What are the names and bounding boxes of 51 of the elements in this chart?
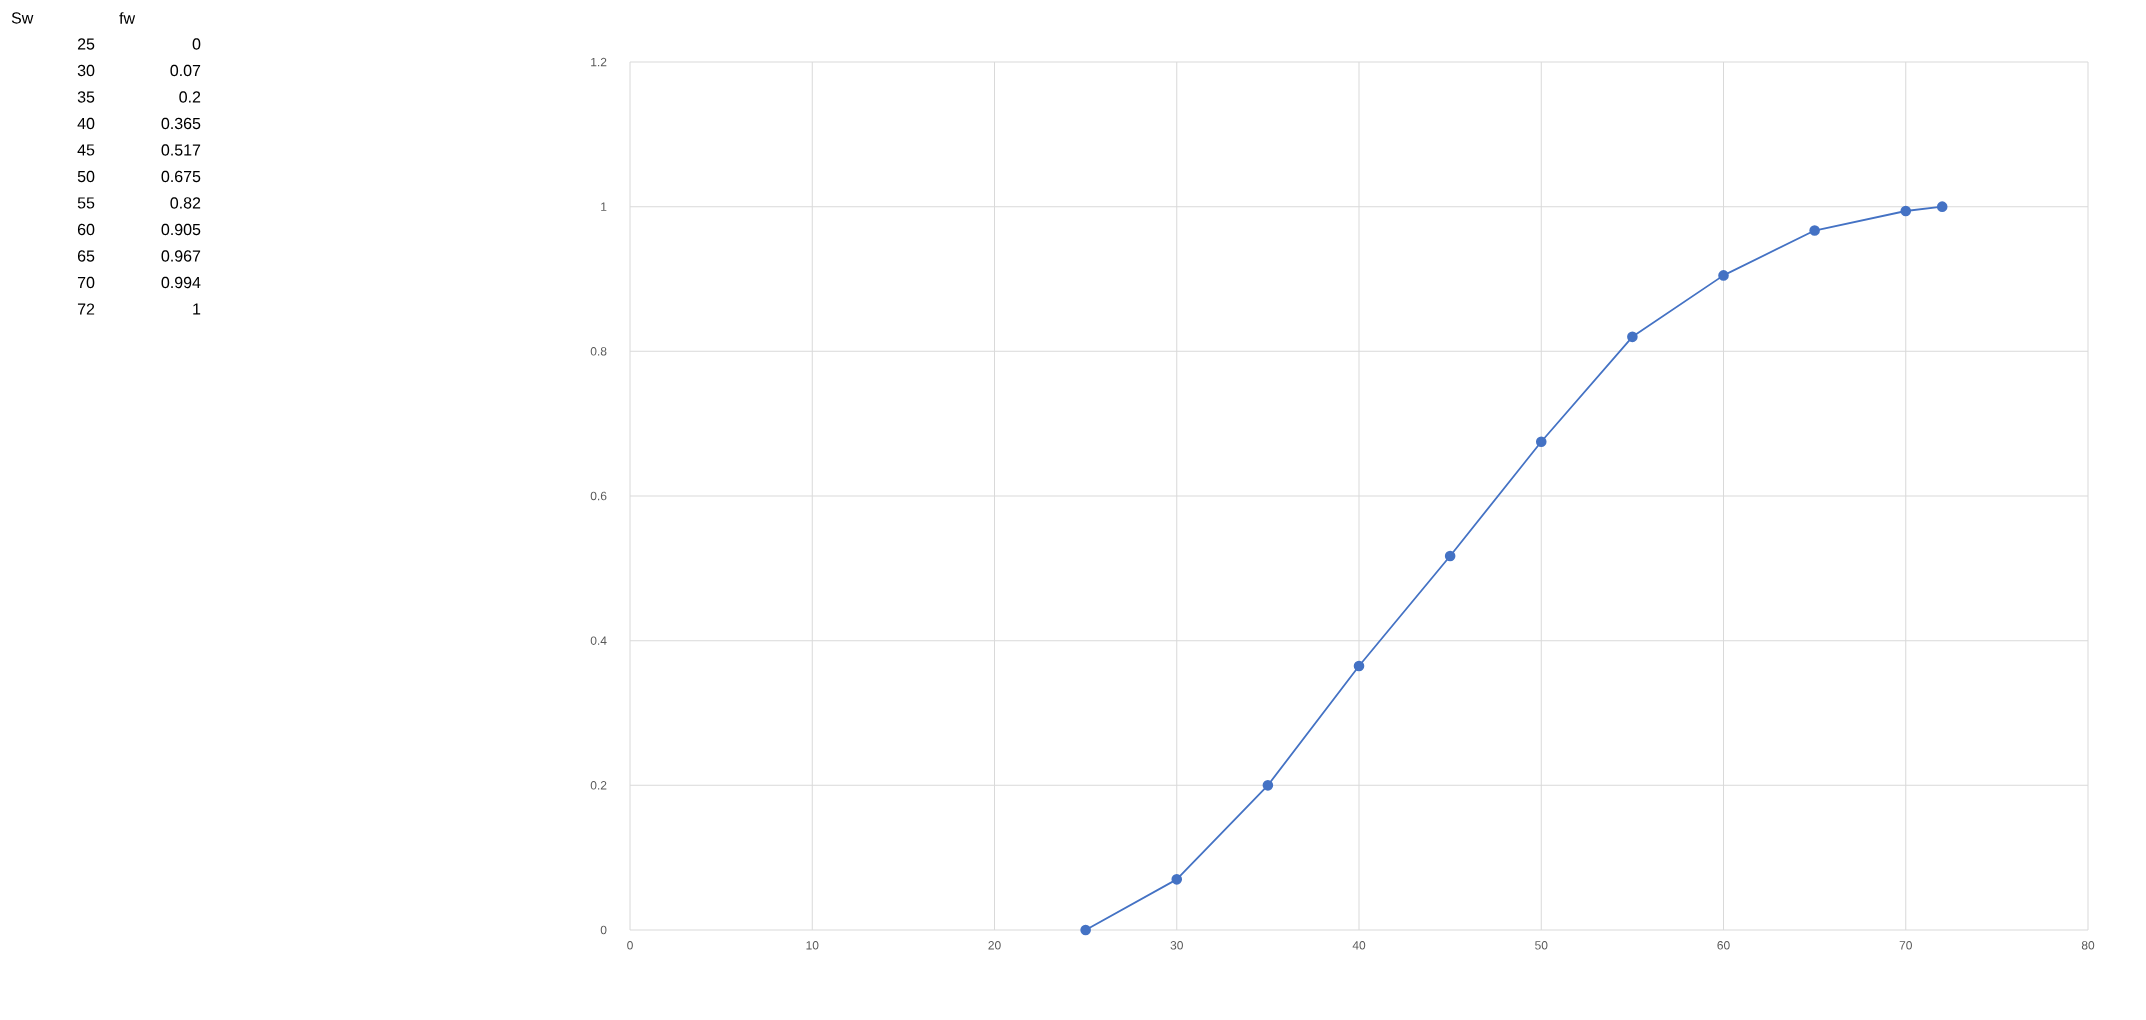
text: 70 [77,276,95,289]
y-tick-label: 1.2 [591,57,607,67]
point [1809,225,1820,236]
text: fw [119,12,136,24]
text: 0.2 [179,91,201,103]
text: 0 [192,38,201,50]
text: 0.07 [170,64,201,77]
text: 30 [77,64,95,77]
point [1171,874,1183,885]
point [1080,924,1091,936]
point [1627,331,1638,343]
text: 0.905 [161,223,201,236]
text: 0.675 [161,170,201,183]
text: 0.82 [170,197,201,209]
point [1535,436,1547,448]
x-tick-label: 20 [988,941,1001,950]
y-tick-label: 0.8 [590,347,607,356]
text: 35 [77,91,95,103]
x-tick-label: 60 [1717,941,1730,950]
point [1900,205,1912,217]
point [1718,270,1729,281]
text: 0.994 [161,276,201,289]
text: 0.517 [161,144,201,156]
x-tick-label: 0 [627,941,633,950]
point [1353,660,1365,672]
y-tick-label: 0.2 [590,781,607,790]
x-tick-label: 80 [2081,941,2095,950]
x-tick-label: 50 [1535,941,1548,950]
text: 50 [77,170,95,183]
x-tick-label: 70 [1899,941,1912,950]
point [1936,201,1948,212]
text: 65 [77,250,95,262]
text: 0.365 [161,117,201,130]
x-tick-label: 40 [1352,941,1366,950]
text: 0.967 [161,250,201,262]
text: Sw [11,12,34,24]
text: 40 [77,117,95,130]
y-tick-label: 0.4 [590,636,607,645]
text: 60 [77,223,95,236]
y-tick-label: 0 [600,925,607,935]
text: 72 [77,303,95,315]
y-tick-label: 1 [601,202,607,211]
text: 45 [77,144,95,156]
text: 25 [77,38,95,50]
text: 1 [193,303,201,315]
y-tick-label: 0.6 [590,491,607,501]
x-tick-label: 10 [806,941,819,950]
x-tick-label: 30 [1170,941,1183,950]
point [1262,780,1274,791]
point [1444,550,1456,562]
text: 55 [77,197,95,209]
